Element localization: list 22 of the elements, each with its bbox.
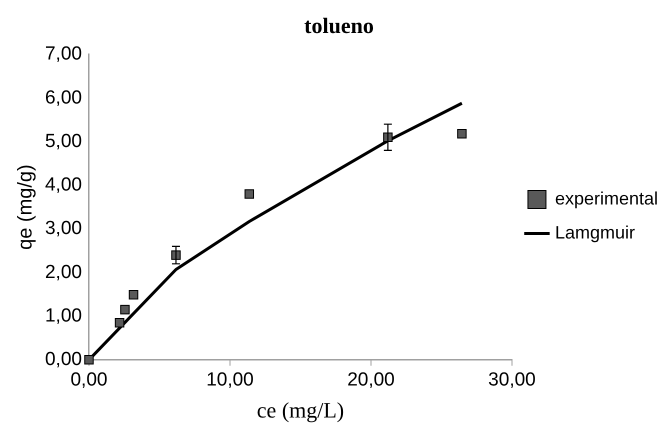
y-axis-title: qe (mg/g) (14, 164, 37, 250)
point (114, 318, 124, 328)
y-tick-label: 3,00 (44, 218, 82, 240)
y-tick-label: 5,00 (44, 130, 82, 152)
y-tick-label: 0,00 (44, 349, 82, 370)
point (120, 304, 130, 314)
x-axis-title: ce (mg/L) (256, 398, 344, 423)
y-tick-label: 1,00 (44, 305, 82, 326)
y-tick-label: 2,00 (44, 262, 82, 283)
point (457, 129, 467, 139)
y-tick-label: 4,00 (44, 174, 82, 196)
x-tick-label: 0,00 (70, 369, 108, 390)
point (244, 189, 254, 199)
x-tick-label: 20,00 (347, 369, 395, 390)
x-tick-label: 30,00 (488, 369, 536, 390)
chart-title: tolueno (304, 12, 374, 38)
y-tick-label: 6,00 (44, 87, 82, 108)
legend-label: Lamgmuir (554, 222, 635, 242)
x-tick-label: 10,00 (206, 369, 254, 390)
point (128, 290, 138, 300)
y-tick-label: 7,00 (44, 44, 82, 65)
legend-label: experimental (554, 188, 658, 208)
